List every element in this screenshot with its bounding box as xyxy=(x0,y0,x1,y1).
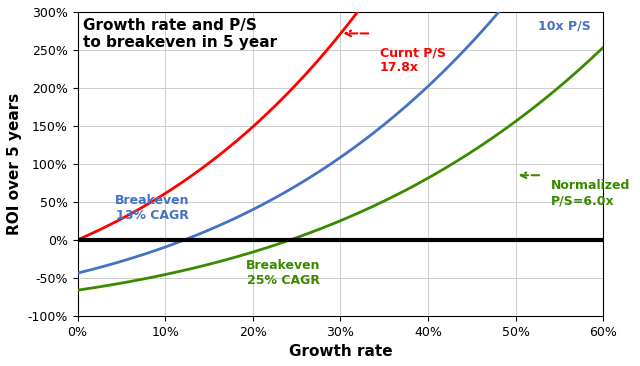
Text: Breakeven
25% CAGR: Breakeven 25% CAGR xyxy=(246,259,321,287)
Text: 10x P/S: 10x P/S xyxy=(538,19,590,32)
Text: Growth rate and P/S
to breakeven in 5 year: Growth rate and P/S to breakeven in 5 ye… xyxy=(83,18,277,51)
X-axis label: Growth rate: Growth rate xyxy=(289,344,392,359)
Text: Curnt P/S
17.8x: Curnt P/S 17.8x xyxy=(380,46,446,74)
Text: Normalized
P/S=6.0x: Normalized P/S=6.0x xyxy=(550,179,630,207)
Text: Breakeven
13% CAGR: Breakeven 13% CAGR xyxy=(115,194,189,222)
Y-axis label: ROI over 5 years: ROI over 5 years xyxy=(7,93,22,235)
